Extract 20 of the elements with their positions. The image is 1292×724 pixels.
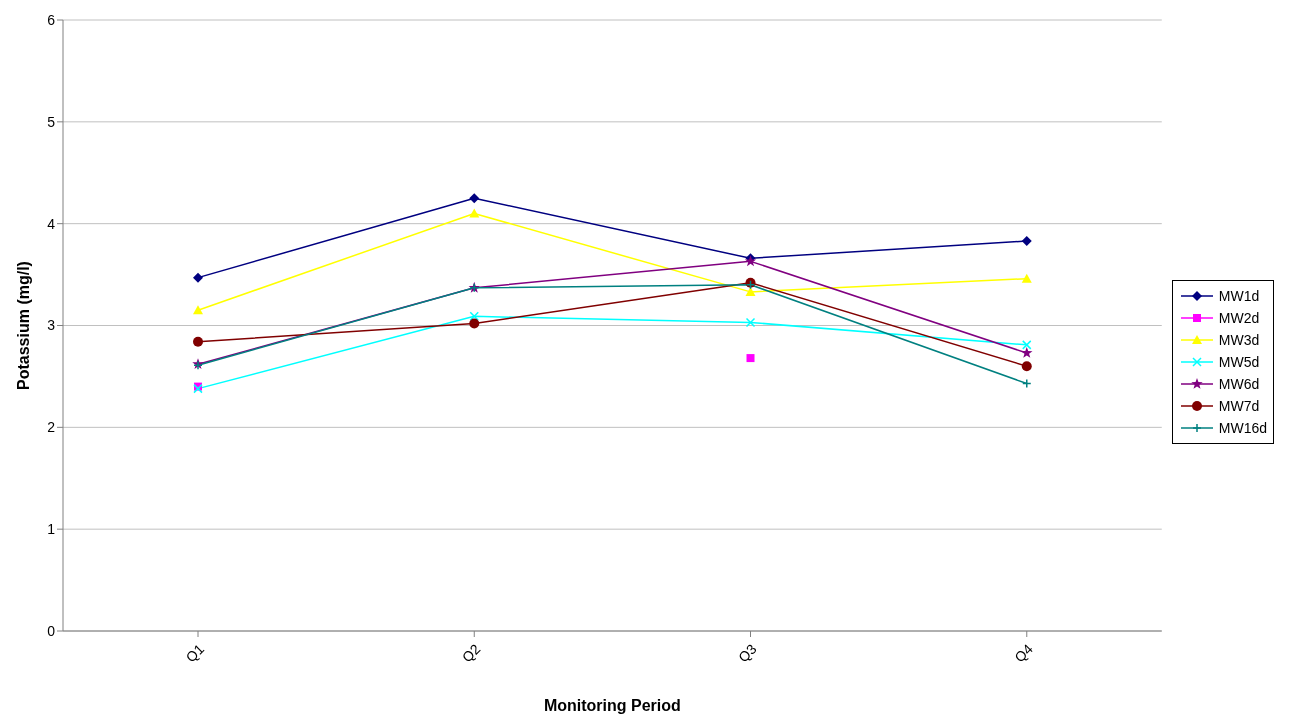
x-tick-label: Q3	[735, 640, 760, 666]
y-tick-label: 1	[47, 521, 56, 538]
y-tick-label: 0	[47, 622, 56, 639]
x-tick-label: Q2	[458, 640, 484, 666]
legend-label: MW5d	[1218, 354, 1260, 370]
legend-label: MW3d	[1218, 332, 1260, 348]
y-tick-label: 2	[47, 419, 56, 436]
x-tick-label: Q1	[182, 640, 208, 666]
legend-label: MW16d	[1218, 420, 1267, 436]
x-tick-label: Q4	[1011, 640, 1037, 666]
x-axis-title: Monitoring Period	[543, 697, 681, 714]
y-tick-label: 3	[47, 317, 56, 334]
legend-label: MW2d	[1218, 310, 1260, 326]
y-tick-label: 4	[47, 215, 56, 232]
y-tick-label: 5	[47, 113, 56, 130]
legend-label: MW6d	[1218, 376, 1260, 392]
y-tick-label: 6	[47, 11, 56, 28]
legend-label: MW7d	[1218, 398, 1260, 414]
legend-label: MW1d	[1218, 288, 1260, 304]
y-axis-title: Potassium (mg/l)	[14, 261, 32, 390]
